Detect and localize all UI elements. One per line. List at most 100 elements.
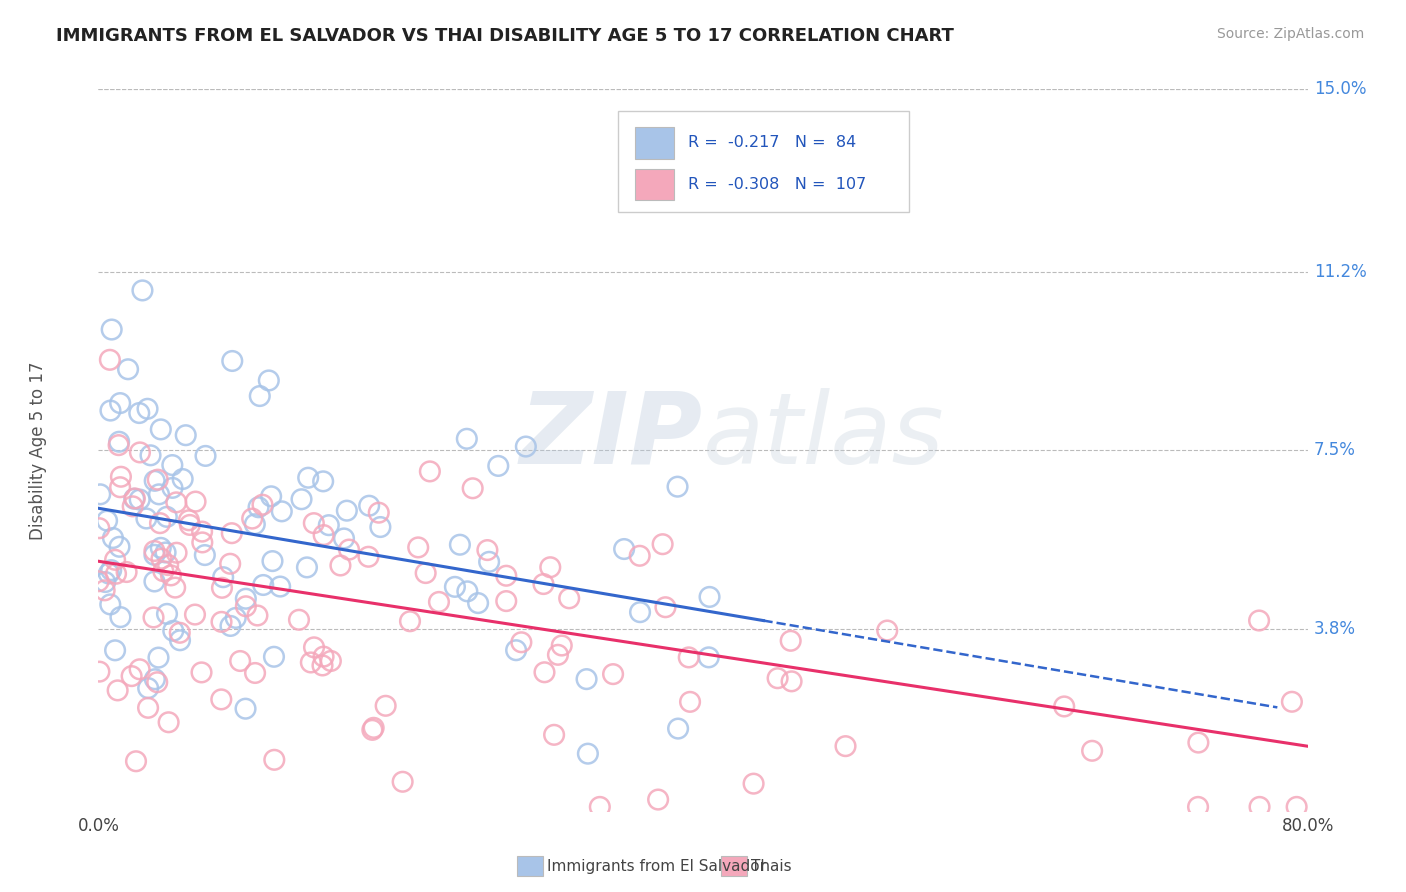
Text: atlas: atlas <box>703 387 945 484</box>
Point <box>104 643 127 657</box>
Point <box>263 753 285 767</box>
FancyBboxPatch shape <box>636 169 673 201</box>
Point <box>148 650 170 665</box>
Point <box>129 445 152 459</box>
Point <box>666 480 689 494</box>
Point <box>136 681 159 695</box>
Point <box>467 596 489 610</box>
Point <box>98 352 121 367</box>
Text: Thais: Thais <box>751 859 792 873</box>
Point <box>302 640 325 655</box>
Text: 11.2%: 11.2% <box>1313 263 1367 281</box>
Point <box>336 503 359 517</box>
Point <box>157 715 180 730</box>
Point <box>263 649 285 664</box>
Point <box>93 583 115 598</box>
Point <box>478 555 501 569</box>
Point <box>543 728 565 742</box>
Point <box>679 695 702 709</box>
Point <box>249 389 271 403</box>
Point <box>128 492 150 507</box>
Point <box>89 487 111 501</box>
Point <box>122 491 145 506</box>
Point <box>295 560 318 574</box>
Point <box>834 739 856 753</box>
Point <box>87 574 110 589</box>
Text: 7.5%: 7.5% <box>1313 442 1355 459</box>
Point <box>229 654 252 668</box>
Point <box>142 610 165 624</box>
Point <box>235 591 257 606</box>
Point <box>697 650 720 665</box>
Point <box>299 656 322 670</box>
Point <box>184 494 207 508</box>
Point <box>190 665 212 680</box>
Point <box>211 581 233 595</box>
Point <box>150 551 173 566</box>
Point <box>678 650 700 665</box>
Point <box>558 591 581 606</box>
Point <box>169 625 191 640</box>
Point <box>235 599 257 614</box>
Point <box>108 480 131 494</box>
Point <box>495 594 517 608</box>
Point <box>1053 699 1076 714</box>
Point <box>333 532 356 546</box>
Point <box>1249 614 1271 628</box>
Point <box>156 607 179 621</box>
Point <box>456 584 478 599</box>
Point <box>262 554 284 568</box>
Point <box>666 722 689 736</box>
Point <box>179 517 201 532</box>
Point <box>243 517 266 532</box>
Point <box>100 403 122 417</box>
Point <box>143 672 166 686</box>
Point <box>98 598 121 612</box>
Point <box>128 406 150 420</box>
Point <box>477 543 499 558</box>
Point <box>101 531 124 545</box>
Point <box>143 544 166 558</box>
Point <box>246 608 269 623</box>
Point <box>97 566 120 581</box>
Point <box>136 401 159 416</box>
Point <box>319 654 342 668</box>
Point <box>551 639 574 653</box>
Text: IMMIGRANTS FROM EL SALVADOR VS THAI DISABILITY AGE 5 TO 17 CORRELATION CHART: IMMIGRANTS FROM EL SALVADOR VS THAI DISA… <box>56 27 955 45</box>
Point <box>575 672 598 686</box>
Point <box>312 649 335 664</box>
Text: Source: ZipAtlas.com: Source: ZipAtlas.com <box>1216 27 1364 41</box>
Point <box>211 615 233 629</box>
Point <box>107 438 129 452</box>
Point <box>121 500 143 514</box>
Point <box>96 514 118 528</box>
Point <box>149 422 172 436</box>
Text: R =  -0.308   N =  107: R = -0.308 N = 107 <box>689 178 866 192</box>
Point <box>110 469 132 483</box>
Point <box>515 440 537 454</box>
Point <box>406 541 429 555</box>
Point <box>699 590 721 604</box>
Point <box>143 574 166 589</box>
Point <box>533 665 555 680</box>
Point <box>212 570 235 584</box>
Point <box>260 489 283 503</box>
Point <box>302 516 325 530</box>
Point <box>415 566 437 580</box>
Point <box>361 723 384 737</box>
Point <box>136 701 159 715</box>
FancyBboxPatch shape <box>636 127 673 159</box>
Text: 3.8%: 3.8% <box>1313 620 1355 638</box>
Point <box>149 541 172 555</box>
Point <box>108 396 131 410</box>
Point <box>121 669 143 683</box>
Point <box>270 504 292 518</box>
Point <box>337 542 360 557</box>
Point <box>165 581 187 595</box>
Point <box>194 449 217 463</box>
Point <box>505 643 527 657</box>
Point <box>257 374 280 388</box>
Point <box>89 665 111 679</box>
Point <box>269 580 291 594</box>
Point <box>166 546 188 560</box>
